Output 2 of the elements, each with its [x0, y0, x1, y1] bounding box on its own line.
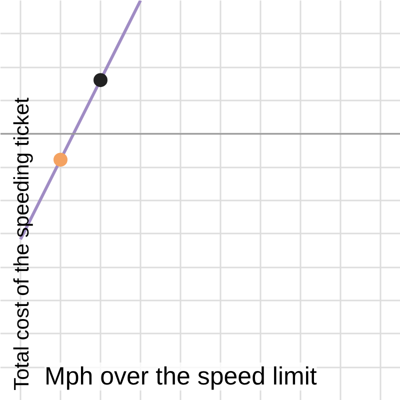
x-axis-title: Mph over the speed limit — [44, 362, 317, 390]
y-axis-title: Total cost of the speeding ticket — [10, 97, 34, 390]
